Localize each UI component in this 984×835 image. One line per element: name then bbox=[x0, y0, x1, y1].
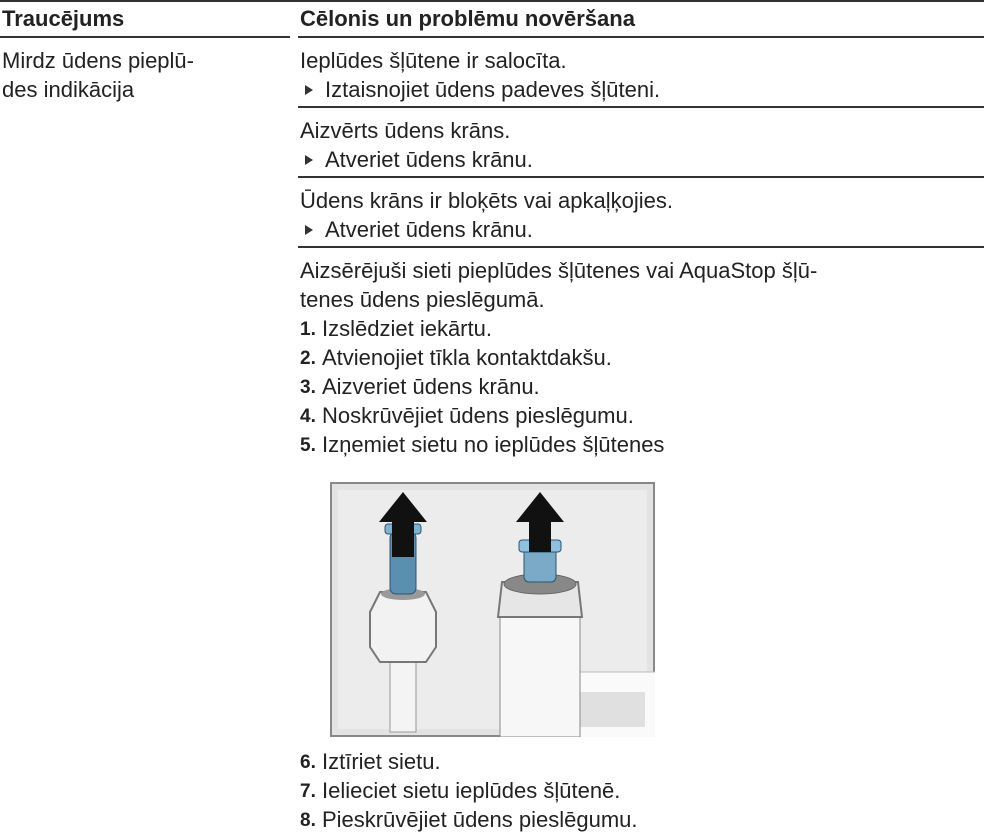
header-rule bbox=[0, 36, 290, 38]
bullet bbox=[305, 155, 313, 165]
step-number: 2. bbox=[300, 348, 316, 369]
step-text: Aizveriet ūdens krānu. bbox=[322, 374, 540, 399]
step-text: Pieskrūvējiet ūdens pieslēgumu. bbox=[322, 807, 638, 832]
action-text: Atveriet ūdens krānu. bbox=[325, 147, 533, 172]
cause-text: Aizvērts ūdens krāns. bbox=[300, 118, 511, 143]
header: Traucējums bbox=[2, 6, 125, 31]
step-number: 8. bbox=[300, 810, 316, 831]
cause-separator bbox=[298, 246, 984, 248]
step-number: 6. bbox=[300, 752, 316, 773]
step-text: Izslēdziet iekārtu. bbox=[322, 316, 492, 341]
step-number: 3. bbox=[300, 377, 316, 398]
cause-text: Ieplūdes šļūtene ir salocīta. bbox=[300, 48, 567, 73]
cause-text: tenes ūdens pieslēgumā. bbox=[300, 287, 545, 312]
header: Cēlonis un problēmu novēršana bbox=[300, 6, 635, 31]
bullet bbox=[305, 85, 313, 95]
cause-separator bbox=[298, 106, 984, 108]
step-number: 1. bbox=[300, 319, 316, 340]
illustration bbox=[330, 482, 655, 737]
header-rule bbox=[298, 36, 984, 38]
cause-text: Ūdens krāns ir bloķēts vai apkaļķojies. bbox=[300, 188, 673, 213]
cause-text: Aizsērējuši sieti pieplūdes šļūtenes vai… bbox=[300, 258, 818, 283]
top-rule bbox=[0, 0, 984, 2]
action-text: Iztaisnojiet ūdens padeves šļūteni. bbox=[325, 77, 661, 102]
step-text: Izņemiet sietu no ieplūdes šļūtenes bbox=[322, 432, 665, 457]
cause-separator bbox=[298, 176, 984, 178]
fault-text: des indikācija bbox=[2, 77, 135, 102]
step-number: 4. bbox=[300, 406, 316, 427]
fault-text: Mirdz ūdens pieplū- bbox=[2, 48, 194, 73]
step-number: 5. bbox=[300, 435, 316, 456]
bullet bbox=[305, 225, 313, 235]
action-text: Atveriet ūdens krānu. bbox=[325, 217, 533, 242]
step-text: Ielieciet sietu ieplūdes šļūtenē. bbox=[322, 778, 621, 803]
step-number: 7. bbox=[300, 781, 316, 802]
step-text: Iztīriet sietu. bbox=[322, 749, 441, 774]
step-text: Atvienojiet tīkla kontaktdakšu. bbox=[322, 345, 612, 370]
step-text: Noskrūvējiet ūdens pieslēgumu. bbox=[322, 403, 634, 428]
